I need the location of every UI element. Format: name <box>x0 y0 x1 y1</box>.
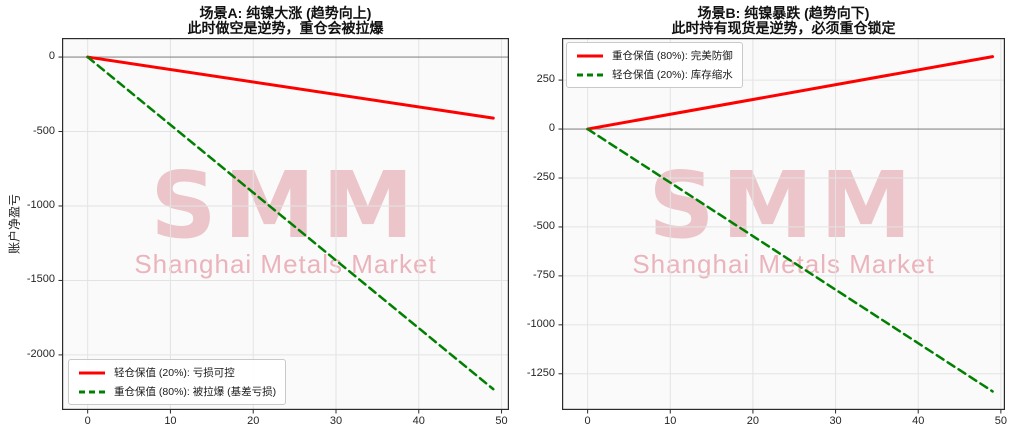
series-line <box>86 55 495 120</box>
x-tick-label: 10 <box>664 415 677 427</box>
series-line <box>586 127 994 393</box>
y-tick-label: -2000 <box>26 347 55 360</box>
x-tick-label: 10 <box>164 415 177 427</box>
x-tick-label: 40 <box>412 415 425 427</box>
chart-b-title-line1: 场景B: 纯镍暴跌 (趋势向下) <box>697 5 870 21</box>
legend-item: 重仓保值 (80%): 被拉爆 (基差亏损) <box>78 384 276 399</box>
legend-item: 轻仓保值 (20%): 亏损可控 <box>78 365 276 380</box>
series-line <box>586 55 995 131</box>
chart-a-title-line1: 场景A: 纯镍大涨 (趋势向上) <box>199 5 372 21</box>
y-tick-label: 0 <box>548 122 555 135</box>
chart-b-title: 场景B: 纯镍暴跌 (趋势向下) 此时持有现货是逆势，必须重仓锁定 <box>562 6 1005 36</box>
chart-a-title: 场景A: 纯镍大涨 (趋势向上) 此时做空是逆势，重仓会被拉爆 <box>62 6 509 36</box>
series-line <box>86 55 495 391</box>
x-tick-label: 50 <box>994 415 1007 427</box>
legend-swatch-solid <box>577 54 603 57</box>
y-tick-label: 250 <box>536 73 555 86</box>
chart-b-legend: 重仓保值 (80%): 完美防御 轻仓保值 (20%): 库存缩水 <box>566 42 743 88</box>
x-tick-label: 30 <box>829 415 842 427</box>
chart-a-legend: 轻仓保值 (20%): 亏损可控重仓保值 (80%): 被拉爆 (基差亏损) <box>68 359 287 405</box>
legend-swatch-dashed <box>577 73 603 76</box>
y-tick-label: -1500 <box>26 273 55 286</box>
legend-label: 重仓保值 (80%): 被拉爆 (基差亏损) <box>114 386 277 398</box>
legend-item: 轻仓保值 (20%): 库存缩水 <box>576 67 733 82</box>
x-tick-label: 30 <box>329 415 343 427</box>
chart-b-plot-area: SMM Shanghai Metals Market 重仓保值 (80%): 完… <box>527 38 1007 427</box>
axes-spine <box>562 38 1005 410</box>
y-tick-label: -1000 <box>526 317 555 330</box>
legend-label: 轻仓保值 (20%): 库存缩水 <box>612 69 733 81</box>
y-tick-label: -250 <box>532 170 555 183</box>
x-tick-label: 0 <box>584 415 591 427</box>
legend-label: 重仓保值 (80%): 完美防御 <box>612 50 733 62</box>
x-tick-label: 20 <box>247 415 260 427</box>
x-tick-label: 40 <box>912 415 925 427</box>
y-tick-label: -500 <box>532 219 555 232</box>
chart-b-title-line2: 此时持有现货是逆势，必须重仓锁定 <box>671 20 896 36</box>
y-tick-label: -1250 <box>526 366 555 379</box>
y-tick-label: -500 <box>32 124 55 137</box>
y-tick-label: 0 <box>48 50 55 63</box>
chart-a-plot-area: SMM Shanghai Metals Market 轻仓保值 (20%): 亏… <box>27 38 509 427</box>
legend-swatch-solid <box>79 371 105 374</box>
x-tick-label: 50 <box>495 415 508 427</box>
legend-label: 轻仓保值 (20%): 亏损可控 <box>114 367 235 379</box>
chart-b-canvas <box>558 38 1005 414</box>
chart-a-title-line2: 此时做空是逆势，重仓会被拉爆 <box>187 20 384 36</box>
x-tick-label: 20 <box>746 415 760 427</box>
chart-a-canvas <box>58 38 509 414</box>
x-tick-label: 0 <box>84 415 91 427</box>
legend-swatch-dashed <box>79 390 105 393</box>
y-tick-label: -750 <box>532 268 555 281</box>
y-tick-label: -1000 <box>26 198 55 211</box>
axes-spine <box>62 38 509 410</box>
legend-item: 重仓保值 (80%): 完美防御 <box>576 48 733 63</box>
